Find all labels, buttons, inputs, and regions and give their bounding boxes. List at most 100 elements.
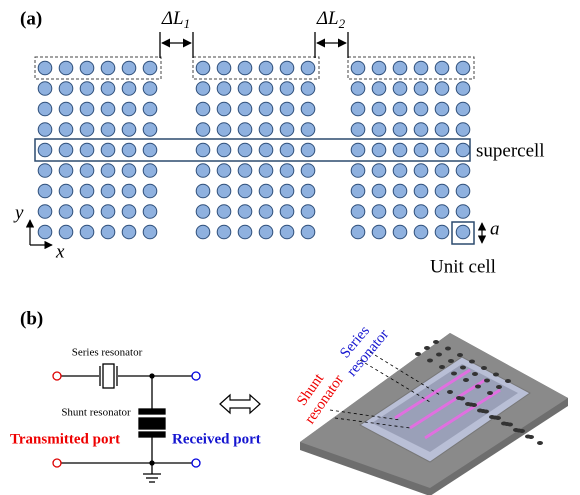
hole (38, 61, 52, 75)
top-row-box (348, 57, 474, 79)
hole (372, 205, 386, 219)
hole (122, 184, 136, 198)
hole (101, 143, 115, 157)
hole (259, 205, 273, 219)
hole (217, 205, 231, 219)
hole (238, 102, 252, 116)
hole (372, 184, 386, 198)
delta-symbol: ΔL (161, 8, 184, 29)
hole (122, 164, 136, 178)
top-row-box (193, 57, 319, 79)
hole (351, 82, 365, 96)
hole (301, 102, 315, 116)
hole (143, 225, 157, 239)
hole (143, 82, 157, 96)
hole (456, 143, 470, 157)
hole (414, 225, 428, 239)
hole (351, 184, 365, 198)
device-hole (507, 423, 513, 427)
hole (38, 164, 52, 178)
hole (456, 82, 470, 96)
device-hole (439, 365, 445, 369)
hole (80, 205, 94, 219)
hole (280, 143, 294, 157)
hole (80, 61, 94, 75)
hole (414, 184, 428, 198)
hole (196, 164, 210, 178)
hole (217, 102, 231, 116)
hole (351, 205, 365, 219)
lattice-constant: a (490, 218, 500, 239)
hole (38, 225, 52, 239)
hole (143, 205, 157, 219)
hole (101, 225, 115, 239)
hole (217, 184, 231, 198)
hole (80, 102, 94, 116)
hole (435, 102, 449, 116)
hole (372, 143, 386, 157)
hole (393, 143, 407, 157)
hole (59, 82, 73, 96)
hole (301, 184, 315, 198)
hole (59, 164, 73, 178)
hole (456, 225, 470, 239)
hole (393, 225, 407, 239)
hole (393, 184, 407, 198)
hole (351, 164, 365, 178)
hole (38, 123, 52, 137)
hole (238, 225, 252, 239)
hole (435, 205, 449, 219)
delta-subscript: 1 (184, 16, 191, 31)
hole (372, 225, 386, 239)
hole (456, 102, 470, 116)
hole (414, 123, 428, 137)
hole (301, 143, 315, 157)
hole (259, 102, 273, 116)
figure: (a) ΔL1 ΔL2 supercell a Unit cell y x (b… (0, 0, 580, 495)
hole (301, 205, 315, 219)
hole (101, 82, 115, 96)
hole (301, 123, 315, 137)
hole (80, 225, 94, 239)
hole (59, 225, 73, 239)
hole (143, 102, 157, 116)
hole (414, 61, 428, 75)
hole (280, 225, 294, 239)
hole (59, 143, 73, 157)
device-hole (487, 391, 493, 395)
hole (259, 143, 273, 157)
hole (393, 205, 407, 219)
hole (414, 82, 428, 96)
hole (143, 61, 157, 75)
hole (435, 82, 449, 96)
axis-x: x (55, 241, 65, 262)
delta-l2-marker (315, 32, 348, 58)
hole (217, 82, 231, 96)
hole (301, 61, 315, 75)
hole (351, 61, 365, 75)
hole (59, 61, 73, 75)
hole (435, 184, 449, 198)
hole (351, 143, 365, 157)
hole (259, 61, 273, 75)
supercell-label: supercell (476, 140, 545, 161)
hole (196, 143, 210, 157)
hole (38, 143, 52, 157)
hole (101, 123, 115, 137)
hole (101, 102, 115, 116)
hole (143, 123, 157, 137)
hole (280, 164, 294, 178)
axis-y: y (13, 202, 24, 223)
hole (238, 184, 252, 198)
hole (301, 164, 315, 178)
hole (143, 143, 157, 157)
device-hole (475, 385, 481, 389)
hole (280, 184, 294, 198)
hole (80, 143, 94, 157)
hole (301, 225, 315, 239)
hole (435, 164, 449, 178)
hole (372, 102, 386, 116)
device-hole (447, 390, 453, 394)
hole (372, 61, 386, 75)
device-hole (424, 346, 430, 350)
